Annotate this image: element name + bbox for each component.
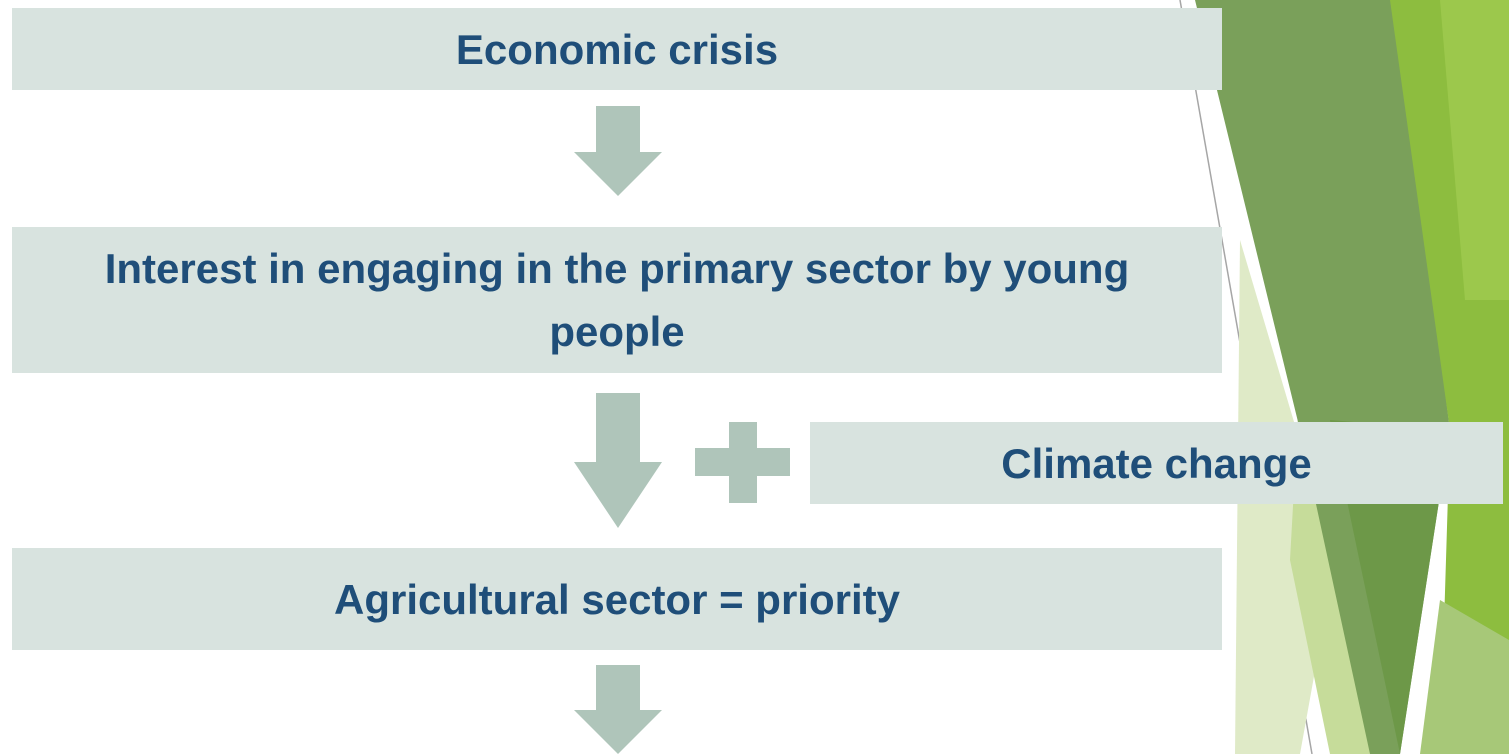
- slide: Economic crisis Interest in engaging in …: [0, 0, 1509, 754]
- flow-box: Economic crisis: [12, 8, 1222, 90]
- plus-sign: [695, 422, 790, 503]
- flow-box: Climate change: [810, 422, 1503, 504]
- arrow-down: [574, 393, 662, 528]
- arrow-down: [574, 665, 662, 754]
- flow-box: Agricultural sector = priority: [12, 548, 1222, 650]
- flow-box: Interest in engaging in the primary sect…: [12, 227, 1222, 373]
- arrow-down: [574, 106, 662, 196]
